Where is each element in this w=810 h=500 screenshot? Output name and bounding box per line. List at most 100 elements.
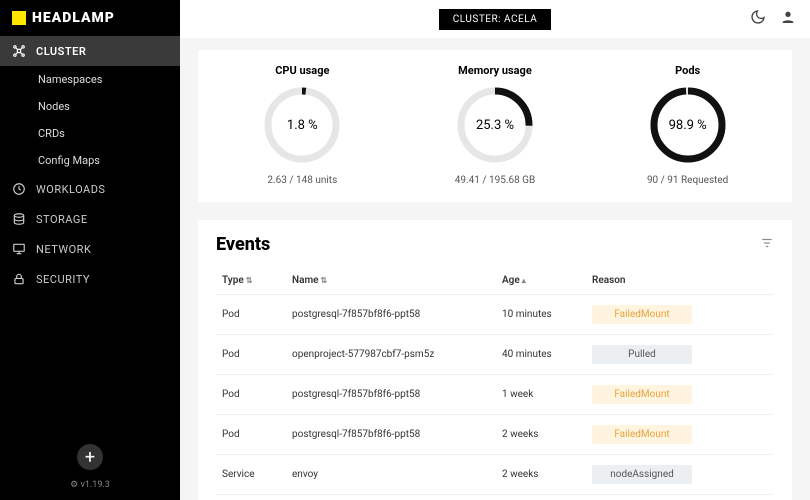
nav-section-storage[interactable]: STORAGE — [0, 204, 180, 234]
gauge-pods: Pods98.9 %90 / 91 Requested — [598, 64, 778, 186]
nav-section-label: STORAGE — [36, 213, 88, 226]
nav-section-security[interactable]: SECURITY — [0, 264, 180, 294]
gauge-percent: 98.9 % — [648, 85, 728, 165]
cell-name: postgresql-7f857bf8f6-ppt58 — [286, 415, 496, 455]
gear-icon: ⚙ — [70, 480, 78, 490]
gauge-cpu-usage: CPU usage 1.8 % 2.63 / 148 units — [212, 64, 392, 186]
gauge-ring: 25.3 % — [455, 85, 535, 165]
table-row[interactable]: Podpostgresql-7f857bf8f6-ppt5810 minutes… — [216, 295, 774, 335]
col-header-name[interactable]: Name⇅ — [286, 267, 496, 295]
brand: HEADLAMP — [0, 0, 180, 36]
cell-reason: nodeAssigned — [586, 455, 774, 495]
version-label: ⚙ v1.19.3 — [0, 480, 180, 490]
nav: CLUSTER NamespacesNodesCRDsConfig Maps WOR… — [0, 36, 180, 434]
cell-name: openproject-577987cbf7-psm5z — [286, 495, 496, 500]
cell-reason: FailedMount — [586, 375, 774, 415]
cell-name: postgresql-7f857bf8f6-ppt58 — [286, 295, 496, 335]
cell-age: 1 week — [496, 375, 586, 415]
sort-icon: ⇅ — [246, 276, 253, 285]
col-header-reason-label: Reason — [592, 275, 626, 286]
reason-pill: nodeAssigned — [592, 465, 692, 484]
table-row[interactable]: Podpostgresql-7f857bf8f6-ppt581 week Fail… — [216, 375, 774, 415]
security-icon — [12, 272, 26, 286]
cell-age: 2 weeks — [496, 455, 586, 495]
nav-sub-namespaces[interactable]: Namespaces — [0, 66, 180, 93]
cell-type: Pod — [216, 375, 286, 415]
gauge-subtext: 2.63 / 148 units — [212, 175, 392, 186]
gauge-percent: 1.8 % — [262, 85, 342, 165]
events-card: Events Type⇅ Name⇅ Age▴ Reason Po — [198, 220, 792, 500]
col-header-name-label: Name — [292, 275, 319, 286]
events-title: Events — [216, 234, 270, 255]
sort-icon: ▴ — [522, 276, 526, 285]
brand-name: HEADLAMP — [32, 10, 115, 26]
nav-section-label: CLUSTER — [36, 45, 86, 58]
cell-reason: Pulled — [586, 335, 774, 375]
cell-type: Pod — [216, 335, 286, 375]
cell-type: Service — [216, 455, 286, 495]
topbar-actions — [750, 9, 796, 29]
cell-age: 2 weeks — [496, 495, 586, 500]
add-button[interactable]: + — [77, 444, 103, 470]
version-text: v1.19.3 — [80, 480, 109, 490]
nav-sub-crds[interactable]: CRDs — [0, 120, 180, 147]
gauges-panel: CPU usage 1.8 % 2.63 / 148 units Memory usa… — [198, 50, 792, 202]
gauge-ring: 1.8 % — [262, 85, 342, 165]
col-header-type-label: Type — [222, 275, 244, 286]
sidebar: HEADLAMP CLUSTER NamespacesNodesCRDsConfi… — [0, 0, 180, 500]
reason-pill: FailedMount — [592, 385, 692, 404]
table-row[interactable]: Podopenproject-577987cbf7-psm5z2 weeksUn… — [216, 495, 774, 500]
nav-section-label: WORKLOADS — [36, 183, 105, 196]
theme-toggle-icon[interactable] — [750, 9, 766, 29]
cell-name: envoy — [286, 455, 496, 495]
col-header-age-label: Age — [502, 275, 520, 286]
cluster-chip[interactable]: CLUSTER: ACELA — [439, 9, 551, 30]
nav-sub-nodes[interactable]: Nodes — [0, 93, 180, 120]
gauge-title: Memory usage — [405, 64, 585, 77]
nav-section-network[interactable]: NETWORK — [0, 234, 180, 264]
reason-pill: FailedMount — [592, 305, 692, 324]
content: CPU usage 1.8 % 2.63 / 148 units Memory usa… — [180, 38, 810, 500]
cell-name: openproject-577987cbf7-psm5z — [286, 335, 496, 375]
nav-section-cluster[interactable]: CLUSTER — [0, 36, 180, 66]
cell-type: Pod — [216, 415, 286, 455]
gauge-subtext: 49.41 / 195.68 GB — [405, 175, 585, 186]
workloads-icon — [12, 182, 26, 196]
gauge-ring: 98.9 % — [648, 85, 728, 165]
user-icon[interactable] — [780, 9, 796, 29]
gauge-title: CPU usage — [212, 64, 392, 77]
col-header-age[interactable]: Age▴ — [496, 267, 586, 295]
cell-age: 40 minutes — [496, 335, 586, 375]
cell-reason: Unhealthy — [586, 495, 774, 500]
gauge-percent: 25.3 % — [455, 85, 535, 165]
cell-name: postgresql-7f857bf8f6-ppt58 — [286, 375, 496, 415]
gauge-memory-usage: Memory usage 25.3 % 49.41 / 195.68 GB — [405, 64, 585, 186]
table-row[interactable]: Podopenproject-577987cbf7-psm5z40 minute… — [216, 335, 774, 375]
network-icon — [12, 242, 26, 256]
cell-age: 2 weeks — [496, 415, 586, 455]
brand-icon — [12, 11, 26, 25]
storage-icon — [12, 212, 26, 226]
events-table: Type⇅ Name⇅ Age▴ Reason Podpostgresql-7f… — [216, 267, 774, 500]
nav-section-label: NETWORK — [36, 243, 91, 256]
table-row[interactable]: Podpostgresql-7f857bf8f6-ppt582 weeks Fai… — [216, 415, 774, 455]
cell-reason: FailedMount — [586, 415, 774, 455]
main: CLUSTER: ACELA CPU usage 1.8 % 2.63 / 148 … — [180, 0, 810, 500]
cluster-icon — [12, 44, 26, 58]
filter-icon[interactable] — [760, 235, 774, 254]
reason-pill: Pulled — [592, 345, 692, 364]
gauge-subtext: 90 / 91 Requested — [598, 175, 778, 186]
nav-section-label: SECURITY — [36, 273, 90, 286]
cell-type: Pod — [216, 495, 286, 500]
reason-pill: FailedMount — [592, 425, 692, 444]
topbar: CLUSTER: ACELA — [180, 0, 810, 38]
nav-sub-config-maps[interactable]: Config Maps — [0, 147, 180, 174]
cell-reason: FailedMount — [586, 295, 774, 335]
col-header-reason[interactable]: Reason — [586, 267, 774, 295]
col-header-type[interactable]: Type⇅ — [216, 267, 286, 295]
sidebar-footer: + ⚙ v1.19.3 — [0, 434, 180, 500]
cell-type: Pod — [216, 295, 286, 335]
nav-section-workloads[interactable]: WORKLOADS — [0, 174, 180, 204]
sort-icon: ⇅ — [321, 276, 328, 285]
table-row[interactable]: Serviceenvoy2 weeks nodeAssigned — [216, 455, 774, 495]
